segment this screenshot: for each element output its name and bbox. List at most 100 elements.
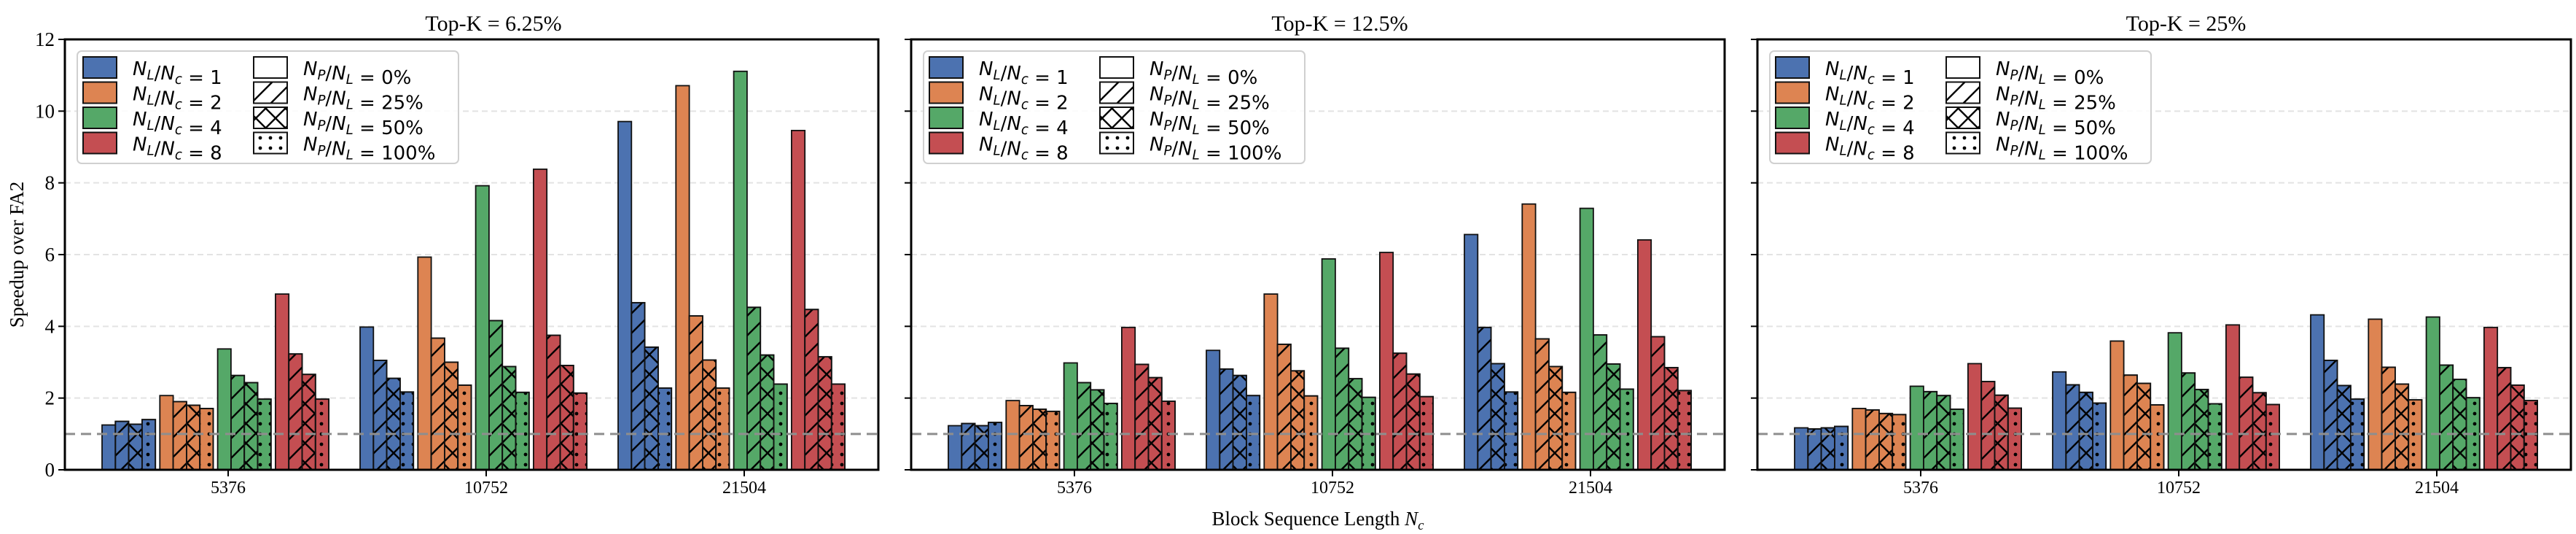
bar-hatch — [1276, 344, 1292, 471]
math-var: N — [2024, 113, 2038, 135]
legend-color-swatch — [82, 131, 117, 155]
bar-hatch — [2007, 407, 2023, 471]
math-var: N — [133, 109, 147, 131]
legend-hatch-pattern — [1945, 107, 1980, 129]
math-subscript: L — [2039, 72, 2046, 88]
math-subscript: P — [1163, 68, 1171, 83]
bar-hatch — [657, 387, 673, 471]
bar — [475, 185, 490, 471]
math-var: N — [1178, 88, 1192, 110]
bar-hatch — [715, 387, 730, 471]
text-part: / — [155, 113, 161, 135]
bar-hatch — [631, 301, 646, 471]
bar-hatch — [988, 422, 1003, 471]
x-tick-label: 10752 — [2157, 479, 2201, 498]
text-part: / — [1847, 63, 1854, 85]
text-part: / — [2018, 113, 2024, 135]
text-part: = 8 — [182, 143, 222, 165]
bar-hatch — [817, 356, 832, 471]
bar-hatch — [1348, 378, 1363, 471]
math-var: N — [1178, 63, 1192, 85]
bar-hatch — [1878, 412, 1894, 471]
axes-frame — [63, 38, 880, 471]
bar-hatch — [961, 422, 976, 471]
bar — [948, 425, 963, 471]
bar-hatch — [1547, 365, 1564, 471]
y-tick-label: 4 — [45, 315, 55, 337]
math-subscript: c — [1021, 98, 1029, 113]
math-var: N — [1825, 84, 1839, 106]
legend-hatch-pattern — [1099, 107, 1134, 129]
bar — [533, 169, 548, 471]
legend-hatch-pattern — [253, 107, 288, 129]
math-subscript: c — [175, 72, 182, 88]
text-part: = 50% — [354, 117, 424, 139]
bar-hatch — [172, 400, 187, 471]
text-part: = 1 — [1029, 67, 1069, 89]
bar-hatch — [2239, 376, 2254, 471]
bar-hatch — [515, 391, 530, 471]
math-subscript: L — [346, 72, 354, 88]
math-var: N — [1007, 63, 1020, 85]
bar-hatch — [1077, 382, 1092, 471]
bar — [1909, 385, 1924, 471]
bar-hatch — [546, 334, 561, 471]
bar-hatch — [1018, 405, 1034, 471]
text-part: / — [1171, 113, 1178, 135]
bar-hatch — [1246, 395, 1261, 471]
bar — [617, 120, 633, 471]
bar-hatch — [1619, 388, 1634, 471]
bar-hatch — [399, 391, 415, 471]
bar-hatch — [974, 425, 989, 471]
bar-hatch — [1392, 352, 1408, 471]
math-subscript: L — [993, 118, 1000, 134]
math-var: N — [1996, 134, 2010, 156]
bar-hatch — [1490, 363, 1505, 471]
math-var: N — [1150, 84, 1163, 106]
legend-label: NL/Nc = 8 — [133, 134, 222, 165]
bar-hatch — [2523, 400, 2539, 471]
math-subscript: c — [1867, 98, 1875, 113]
math-var: N — [1150, 109, 1163, 131]
text-part: / — [325, 139, 332, 160]
bar — [1521, 203, 1537, 471]
bar-hatch — [1290, 370, 1305, 471]
text-part: / — [1171, 63, 1178, 85]
legend-label: NP/NL = 25% — [1996, 84, 2116, 115]
math-subscript: L — [2039, 123, 2046, 138]
math-var: N — [332, 63, 346, 85]
bar-hatch — [1561, 391, 1577, 471]
legend-label: NP/NL = 25% — [1150, 84, 1270, 115]
bar — [1967, 363, 1983, 471]
bar — [101, 424, 117, 471]
legend: NL/Nc = 1 NP/NL = 0%NL/Nc = 2 NP/NL = 25%N… — [1769, 50, 2152, 165]
text-part: / — [1847, 88, 1854, 110]
legend-color-swatch — [82, 56, 117, 79]
x-tick-label: 10752 — [464, 479, 508, 498]
panel-title: Top-K = 25% — [2126, 12, 2247, 36]
bar-hatch — [2091, 402, 2107, 471]
math-subscript: L — [1839, 68, 1846, 83]
bar-hatch — [1335, 347, 1350, 471]
math-var: N — [1007, 113, 1020, 135]
text-part: / — [2018, 63, 2024, 85]
legend-color-swatch — [82, 81, 117, 104]
text-part: = 25% — [354, 93, 424, 115]
math-var: N — [1007, 139, 1020, 160]
bar-hatch — [760, 354, 775, 471]
math-subscript: L — [346, 123, 354, 138]
bar-hatch — [141, 419, 157, 471]
math-subscript: P — [317, 118, 325, 134]
math-var: N — [160, 63, 174, 85]
axes-frame — [910, 38, 1726, 471]
bar-hatch — [2123, 374, 2138, 471]
math-subscript: L — [147, 68, 154, 83]
bar-hatch — [1980, 381, 1996, 471]
text-part: = 8 — [1029, 143, 1069, 165]
legend-hatch-swatch — [253, 56, 288, 79]
bar — [216, 348, 232, 471]
bar-hatch — [2252, 392, 2267, 471]
math-subscript: L — [147, 93, 154, 109]
legend-label: NP/NL = 100% — [1150, 134, 1281, 165]
legend-hatch-pattern — [1099, 131, 1134, 155]
